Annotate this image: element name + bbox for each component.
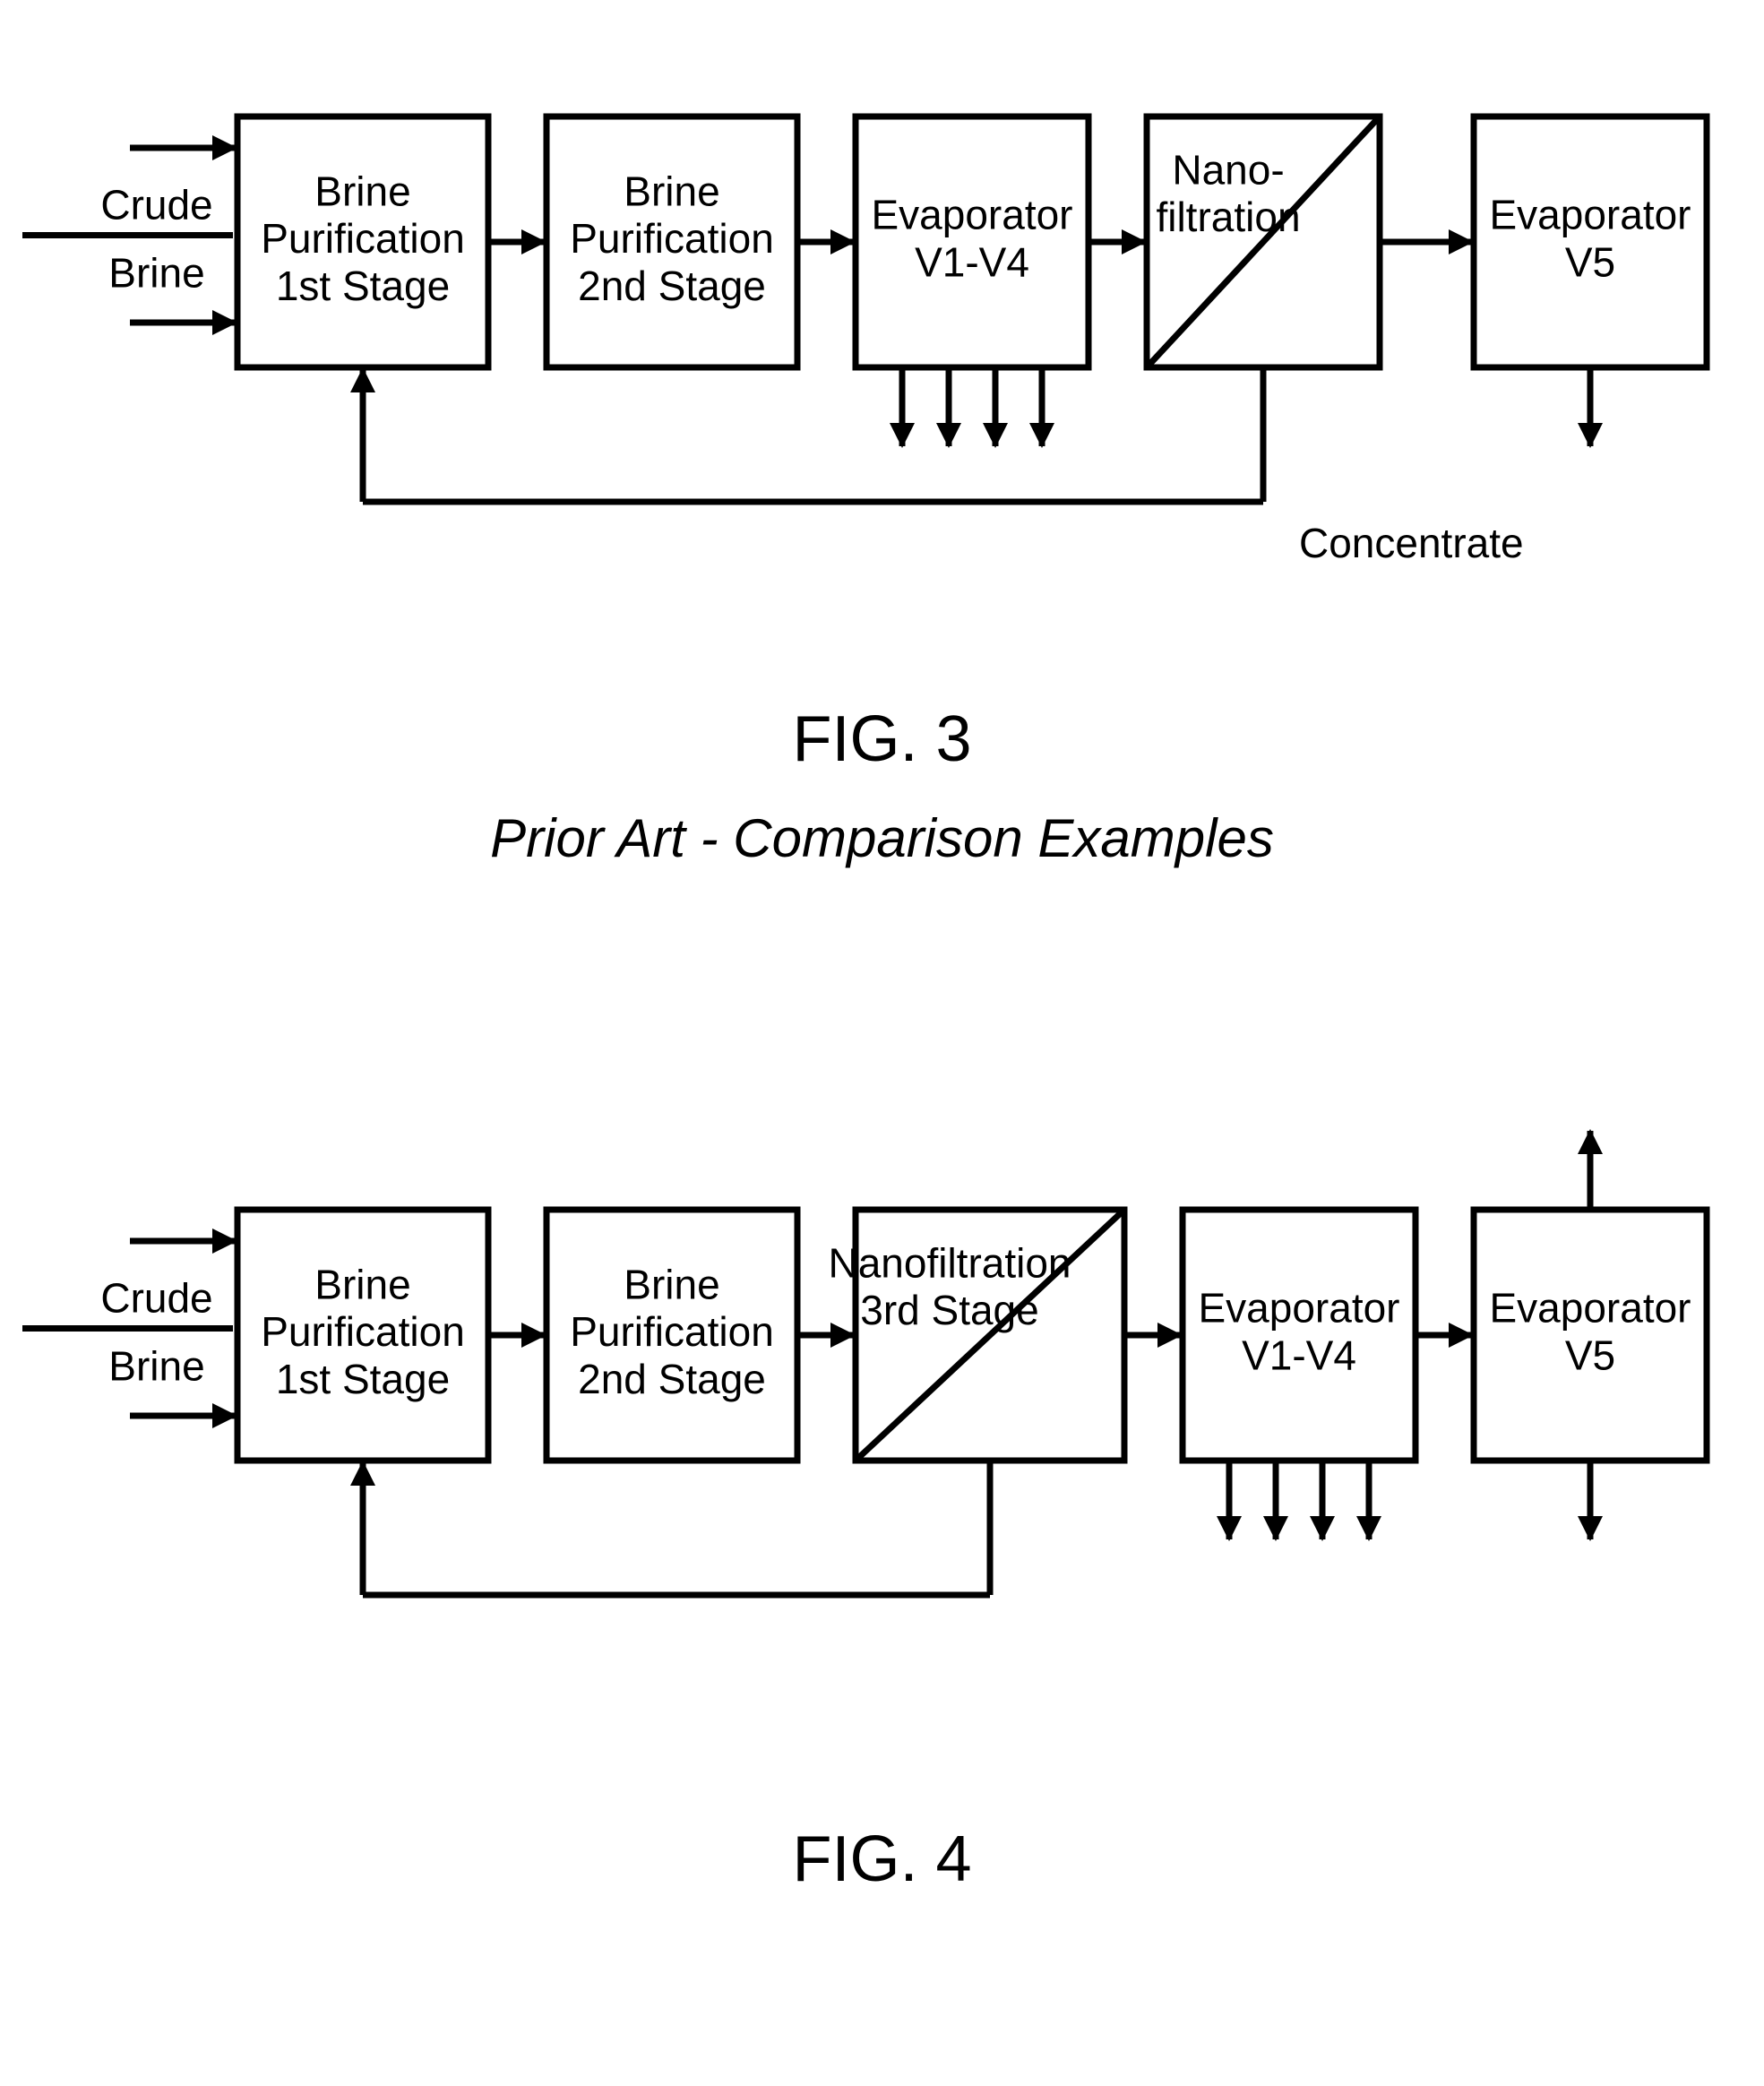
arrowhead: [983, 423, 1008, 448]
arrowhead: [1578, 1129, 1603, 1154]
block-label-evB: V5: [1565, 239, 1615, 286]
block-label-bp1: Purification: [261, 1308, 465, 1355]
diagram-canvas: BrinePurification1st StageBrinePurificat…: [0, 0, 1764, 2086]
block-label-bp2: 2nd Stage: [578, 1356, 766, 1402]
figure-subtitle: Prior Art - Comparison Examples: [490, 808, 1274, 868]
figure-label: FIG. 4: [792, 1823, 971, 1895]
input-brine: Brine: [108, 250, 204, 297]
block-label-bp2: Purification: [570, 1308, 774, 1355]
block-label-evB: Evaporator: [1489, 192, 1691, 238]
block-label-nf3: Nanofiltration: [828, 1239, 1071, 1286]
block-label-bp2: Brine: [624, 168, 719, 214]
arrowhead: [1157, 1323, 1183, 1348]
block-label-evB: Evaporator: [1489, 1285, 1691, 1332]
figure-label: FIG. 3: [792, 703, 971, 775]
arrowhead: [1217, 1516, 1242, 1541]
block-label-evA: Evaporator: [871, 192, 1072, 238]
input-crude: Crude: [100, 1275, 212, 1322]
block-label-bp1: 1st Stage: [276, 1356, 450, 1402]
arrowhead: [890, 423, 915, 448]
block-label-evA: V1-V4: [915, 239, 1029, 286]
arrowhead: [350, 1461, 375, 1486]
block-label-evA: Evaporator: [1198, 1285, 1399, 1332]
block-label-nf3: 3rd Stage: [860, 1287, 1038, 1333]
input-brine: Brine: [108, 1343, 204, 1390]
arrowhead: [936, 423, 961, 448]
arrowhead: [1578, 423, 1603, 448]
arrowhead: [830, 229, 856, 254]
block-label-bp2: Brine: [624, 1261, 719, 1307]
arrowhead: [521, 229, 546, 254]
arrowhead: [521, 1323, 546, 1348]
arrowhead: [1029, 423, 1054, 448]
block-label-bp1: Brine: [314, 168, 410, 214]
block-label-evB: V5: [1565, 1332, 1615, 1379]
arrowhead: [1449, 229, 1474, 254]
block-label-bp1: Purification: [261, 215, 465, 262]
arrowhead: [212, 135, 237, 160]
arrowhead: [1263, 1516, 1288, 1541]
block-label-bp1: 1st Stage: [276, 263, 450, 309]
block-label-bp1: Brine: [314, 1261, 410, 1307]
arrowhead: [1578, 1516, 1603, 1541]
concentrate-label: Concentrate: [1299, 520, 1524, 566]
block-label-nf: Nano-: [1172, 146, 1284, 193]
block-label-bp2: Purification: [570, 215, 774, 262]
arrowhead: [1122, 229, 1147, 254]
arrowhead: [1310, 1516, 1335, 1541]
arrowhead: [212, 1403, 237, 1428]
arrowhead: [212, 1228, 237, 1254]
arrowhead: [350, 367, 375, 392]
arrowhead: [212, 310, 237, 335]
block-label-bp2: 2nd Stage: [578, 263, 766, 309]
arrowhead: [1356, 1516, 1381, 1541]
page: BrinePurification1st StageBrinePurificat…: [0, 0, 1764, 2086]
arrowhead: [830, 1323, 856, 1348]
arrowhead: [1449, 1323, 1474, 1348]
block-label-nf: filtration: [1156, 194, 1300, 240]
block-label-evA: V1-V4: [1242, 1332, 1356, 1379]
input-crude: Crude: [100, 182, 212, 228]
